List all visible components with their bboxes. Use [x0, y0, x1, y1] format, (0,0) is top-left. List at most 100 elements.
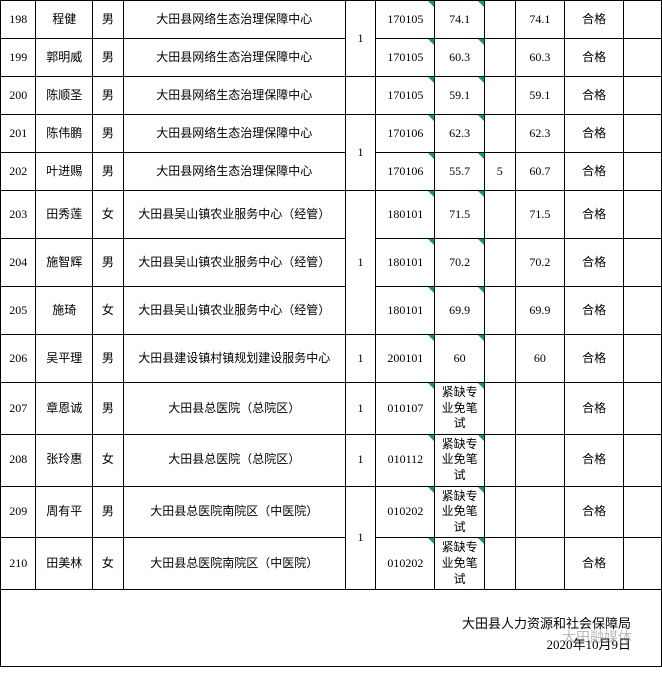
- cell-code: 200101: [376, 335, 435, 383]
- cell-code: 170105: [376, 1, 435, 39]
- cell-score2: 62.3: [515, 115, 565, 153]
- cell-sex: 女: [93, 287, 124, 335]
- cell-add: [484, 1, 515, 39]
- cell-code: 180101: [376, 191, 435, 239]
- cell-org: 大田县总医院（总院区）: [123, 434, 345, 486]
- table-row: 199郭明威男大田县网络生态治理保障中心17010560.360.3合格: [1, 39, 662, 77]
- cell-name: 施琦: [36, 287, 93, 335]
- table-row: 206吴平理男大田县建设镇村镇规划建设服务中心12001016060合格: [1, 335, 662, 383]
- cell-code: 010112: [376, 434, 435, 486]
- cell-group-count: [345, 77, 376, 115]
- cell-note: [624, 383, 662, 435]
- cell-score2: [515, 434, 565, 486]
- table-row: 200陈顺圣男大田县网络生态治理保障中心17010559.159.1合格: [1, 77, 662, 115]
- cell-name: 章恩诚: [36, 383, 93, 435]
- cell-sex: 女: [93, 191, 124, 239]
- cell-group-count: 1: [345, 1, 376, 77]
- cell-code: 010202: [376, 486, 435, 538]
- cell-note: [624, 39, 662, 77]
- cell-note: [624, 77, 662, 115]
- cell-name: 张玲惠: [36, 434, 93, 486]
- cell-sex: 女: [93, 538, 124, 590]
- cell-sex: 男: [93, 115, 124, 153]
- cell-note: [624, 486, 662, 538]
- cell-score1: 紧缺专业免笔试: [435, 434, 485, 486]
- cell-org: 大田县网络生态治理保障中心: [123, 77, 345, 115]
- table-row: 207章恩诚男大田县总医院（总院区）1010107紧缺专业免笔试合格: [1, 383, 662, 435]
- cell-no: 203: [1, 191, 36, 239]
- cell-no: 202: [1, 153, 36, 191]
- cell-code: 170106: [376, 115, 435, 153]
- cell-note: [624, 335, 662, 383]
- cell-add: [484, 434, 515, 486]
- cell-result: 合格: [565, 335, 624, 383]
- cell-sex: 男: [93, 77, 124, 115]
- cell-note: [624, 239, 662, 287]
- cell-org: 大田县吴山镇农业服务中心（经管）: [123, 191, 345, 239]
- cell-sex: 男: [93, 335, 124, 383]
- cell-score2: 59.1: [515, 77, 565, 115]
- cell-score2: [515, 383, 565, 435]
- cell-result: 合格: [565, 486, 624, 538]
- cell-score2: 60.3: [515, 39, 565, 77]
- cell-note: [624, 434, 662, 486]
- cell-sex: 男: [93, 1, 124, 39]
- cell-note: [624, 538, 662, 590]
- footer: 大田县人力资源和社会保障局 2020年10月9日: [0, 590, 662, 667]
- cell-result: 合格: [565, 153, 624, 191]
- cell-score1: 60: [435, 335, 485, 383]
- cell-score1: 60.3: [435, 39, 485, 77]
- cell-note: [624, 191, 662, 239]
- cell-org: 大田县建设镇村镇规划建设服务中心: [123, 335, 345, 383]
- cell-note: [624, 287, 662, 335]
- cell-org: 大田县吴山镇农业服务中心（经管）: [123, 287, 345, 335]
- cell-add: [484, 77, 515, 115]
- cell-code: 170105: [376, 39, 435, 77]
- cell-no: 210: [1, 538, 36, 590]
- cell-name: 吴平理: [36, 335, 93, 383]
- cell-no: 205: [1, 287, 36, 335]
- cell-no: 206: [1, 335, 36, 383]
- table-row: 208张玲惠女大田县总医院（总院区）1010112紧缺专业免笔试合格: [1, 434, 662, 486]
- cell-org: 大田县网络生态治理保障中心: [123, 153, 345, 191]
- cell-add: [484, 383, 515, 435]
- cell-name: 施智辉: [36, 239, 93, 287]
- table-row: 203田秀莲女大田县吴山镇农业服务中心（经管）118010171.571.5合格: [1, 191, 662, 239]
- cell-score2: 60: [515, 335, 565, 383]
- cell-group-count: 1: [345, 486, 376, 590]
- cell-no: 200: [1, 77, 36, 115]
- table-row: 210田美林女大田县总医院南院区（中医院）010202紧缺专业免笔试合格: [1, 538, 662, 590]
- cell-add: [484, 538, 515, 590]
- cell-group-count: 1: [345, 383, 376, 435]
- cell-group-count: 1: [345, 335, 376, 383]
- cell-org: 大田县网络生态治理保障中心: [123, 39, 345, 77]
- cell-sex: 女: [93, 434, 124, 486]
- cell-result: 合格: [565, 191, 624, 239]
- cell-name: 田秀莲: [36, 191, 93, 239]
- cell-score2: [515, 486, 565, 538]
- cell-result: 合格: [565, 383, 624, 435]
- cell-add: [484, 115, 515, 153]
- cell-score2: 70.2: [515, 239, 565, 287]
- cell-name: 陈顺圣: [36, 77, 93, 115]
- cell-result: 合格: [565, 1, 624, 39]
- cell-sex: 男: [93, 153, 124, 191]
- cell-name: 田美林: [36, 538, 93, 590]
- table-row: 205施琦女大田县吴山镇农业服务中心（经管）18010169.969.9合格: [1, 287, 662, 335]
- cell-sex: 男: [93, 383, 124, 435]
- cell-score1: 55.7: [435, 153, 485, 191]
- cell-no: 198: [1, 1, 36, 39]
- cell-code: 010107: [376, 383, 435, 435]
- cell-no: 207: [1, 383, 36, 435]
- cell-sex: 男: [93, 39, 124, 77]
- cell-org: 大田县吴山镇农业服务中心（经管）: [123, 239, 345, 287]
- cell-add: 5: [484, 153, 515, 191]
- cell-add: [484, 191, 515, 239]
- cell-name: 程健: [36, 1, 93, 39]
- cell-name: 叶进赐: [36, 153, 93, 191]
- table-row: 198程健男大田县网络生态治理保障中心117010574.174.1合格: [1, 1, 662, 39]
- cell-sex: 男: [93, 239, 124, 287]
- cell-result: 合格: [565, 39, 624, 77]
- cell-result: 合格: [565, 538, 624, 590]
- cell-score1: 紧缺专业免笔试: [435, 538, 485, 590]
